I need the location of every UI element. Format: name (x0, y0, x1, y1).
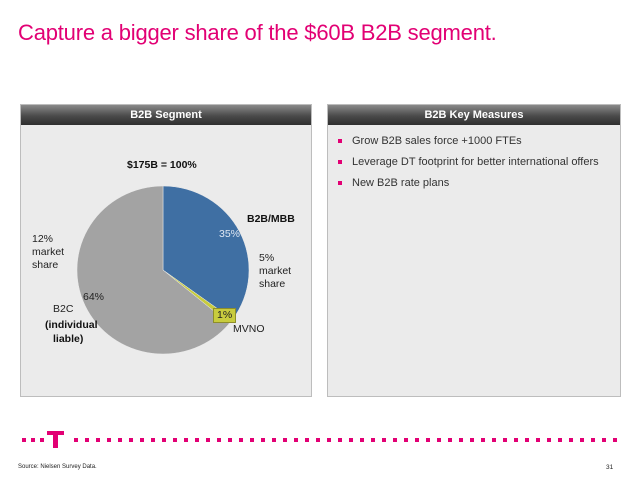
brand-dot (151, 438, 155, 442)
b2b-market-share-word: market (259, 265, 292, 277)
brand-dot (250, 438, 254, 442)
brand-dot (261, 438, 265, 442)
brand-dot (470, 438, 474, 442)
brand-dot (173, 438, 177, 442)
pie-slice-b2b-mbb (162, 185, 250, 320)
brand-dot (382, 438, 386, 442)
b2c-market-share-pct: 12% (32, 233, 54, 245)
mvno-label: MVNO (233, 323, 265, 335)
brand-dot (31, 438, 35, 442)
b2c-market-share-word2: share (32, 259, 59, 271)
brand-dot (602, 438, 606, 442)
telekom-logo (47, 431, 64, 448)
pie-chart (76, 185, 250, 355)
brand-dot (404, 438, 408, 442)
b2c-segment-name: B2C (53, 303, 74, 315)
brand-dot (129, 438, 133, 442)
brand-dot (85, 438, 89, 442)
brand-dot (580, 438, 584, 442)
brand-dot (228, 438, 232, 442)
slide-title: Capture a bigger share of the $60B B2B s… (18, 20, 497, 45)
bullet-icon (338, 181, 342, 185)
brand-dot (140, 438, 144, 442)
brand-dot (360, 438, 364, 442)
brand-dot (40, 438, 44, 442)
b2b-market-share-pct: 5% (259, 252, 275, 264)
brand-dot (492, 438, 496, 442)
brand-dot (558, 438, 562, 442)
brand-dot (536, 438, 540, 442)
brand-dot (569, 438, 573, 442)
brand-dot (349, 438, 353, 442)
brand-dot (459, 438, 463, 442)
b2b-market-share-word2: share (259, 278, 286, 290)
brand-dot (316, 438, 320, 442)
brand-dot (74, 438, 78, 442)
brand-dot (503, 438, 507, 442)
brand-dot (613, 438, 617, 442)
b2b-key-measures-header: B2B Key Measures (328, 105, 620, 125)
brand-dot (481, 438, 485, 442)
brand-dotted-line (22, 431, 617, 448)
brand-dot (162, 438, 166, 442)
brand-dot (96, 438, 100, 442)
key-measures-list: Grow B2B sales force +1000 FTEs Leverage… (328, 125, 620, 194)
page-number: 31 (606, 464, 614, 471)
pie-slice-b2c (76, 185, 230, 355)
brand-dot (118, 438, 122, 442)
b2b-segment-panel: B2B Segment $175B = 100% B2B/MBB 35% 5% … (20, 104, 312, 397)
b2b-key-measures-panel: B2B Key Measures Grow B2B sales force +1… (327, 104, 621, 397)
b2b-percent-label: 35% (219, 228, 241, 240)
brand-dot (206, 438, 210, 442)
brand-dot (184, 438, 188, 442)
bullet-icon (338, 160, 342, 164)
brand-dot (283, 438, 287, 442)
b2b-segment-header: B2B Segment (21, 105, 311, 125)
list-item: Leverage DT footprint for better interna… (338, 152, 620, 173)
brand-dot (272, 438, 276, 442)
total-label: $175B = 100% (127, 159, 197, 171)
brand-dot (525, 438, 529, 442)
list-item: New B2B rate plans (338, 173, 620, 194)
footer-source: Source: Nielsen Survey Data. (18, 464, 97, 470)
b2c-sub-label-2: liable) (53, 333, 84, 345)
list-item: Grow B2B sales force +1000 FTEs (338, 131, 620, 152)
brand-dot (437, 438, 441, 442)
bullet-icon (338, 139, 342, 143)
brand-dot (327, 438, 331, 442)
brand-dot (448, 438, 452, 442)
brand-dot (415, 438, 419, 442)
brand-dot (217, 438, 221, 442)
brand-dot (514, 438, 518, 442)
brand-dot (195, 438, 199, 442)
brand-dot (393, 438, 397, 442)
brand-dot (547, 438, 551, 442)
b2c-market-share-word: market (32, 246, 65, 258)
brand-dot (371, 438, 375, 442)
brand-dot (22, 438, 26, 442)
brand-dot (239, 438, 243, 442)
mvno-percent-label: 1% (213, 308, 237, 323)
brand-dot (338, 438, 342, 442)
b2c-sub-label-1: (individual (45, 319, 98, 331)
brand-dot (305, 438, 309, 442)
brand-dot (591, 438, 595, 442)
brand-dot (426, 438, 430, 442)
b2b-segment-name: B2B/MBB (247, 213, 295, 225)
brand-dot (294, 438, 298, 442)
b2c-percent-label: 64% (83, 291, 105, 303)
brand-dot (107, 438, 111, 442)
